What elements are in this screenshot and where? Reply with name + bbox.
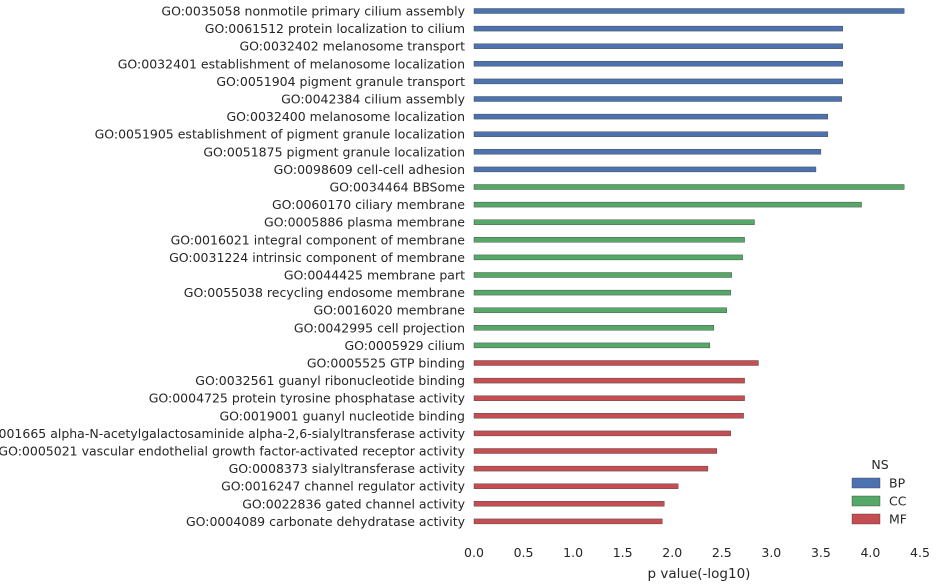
bar-mf (473, 413, 744, 419)
bar-cc (473, 325, 715, 331)
bar-bp (473, 131, 829, 137)
category-label: GO:0004089 carbonate dehydratase activit… (186, 514, 466, 529)
legend-label-mf: MF (889, 512, 907, 527)
bar-bp (473, 43, 843, 49)
category-label: GO:0004725 protein tyrosine phosphatase … (149, 391, 466, 406)
category-label: GO:0051875 pigment granule localization (203, 144, 465, 159)
bar-mf (473, 430, 731, 437)
bar-mf (473, 395, 745, 401)
legend-title: NS (871, 457, 888, 472)
category-label-group: GO:0035058 nonmotile primary cilium asse… (0, 4, 466, 529)
category-label: GO:0042995 cell projection (294, 320, 465, 335)
category-label: GO:0061512 protein localization to ciliu… (205, 21, 465, 36)
x-tick-label: 1.5 (613, 545, 633, 560)
bar-cc (473, 184, 905, 190)
x-tick-group: 0.0 0.5 1.0 1.5 2.0 2.5 3.0 3.5 4.0 4.5 (464, 545, 930, 560)
category-label: GO:0016247 channel regulator activity (221, 479, 465, 494)
category-label: GO:0005886 plasma membrane (264, 215, 465, 230)
x-tick-label: 2.5 (712, 545, 732, 560)
bar-cc (473, 342, 711, 349)
bar-bp (473, 61, 843, 67)
category-label: GO:0016020 membrane (313, 303, 465, 318)
bar-mf (473, 360, 759, 366)
bar-cc (473, 237, 745, 243)
bar-cc (473, 254, 743, 261)
legend-swatch-cc (851, 495, 881, 507)
legend-label-bp: BP (889, 476, 906, 491)
bar-mf (473, 483, 679, 489)
category-label: GO:0032400 melanosome localization (227, 109, 466, 124)
bar-mf (473, 501, 665, 507)
legend: NS BP CC MF (851, 457, 907, 527)
category-label: GO:0032402 melanosome transport (240, 39, 466, 54)
category-label: GO:0008373 sialyltransferase activity (229, 461, 466, 476)
bar-mf (473, 377, 745, 384)
bar-bp (473, 96, 842, 102)
bar-mf (473, 465, 709, 472)
bar-bp (473, 25, 843, 32)
category-label: GO:0060170 ciliary membrane (272, 197, 465, 212)
category-label: GO:0005525 GTP binding (307, 356, 465, 371)
category-label: GO:0044425 membrane part (284, 268, 465, 283)
category-label: GO:0035058 nonmotile primary cilium asse… (161, 4, 465, 19)
category-label: GO:0051905 establishment of pigment gran… (95, 127, 465, 142)
category-label: GO:0042384 cilium assembly (281, 92, 465, 107)
category-label: GO:0034464 BBSome (329, 180, 465, 195)
category-label: GO:0098609 cell-cell adhesion (274, 162, 465, 177)
x-tick-label: 3.0 (761, 545, 781, 560)
category-label: GO:0032561 guanyl ribonucleotide binding (195, 373, 465, 388)
category-label: GO:0051904 pigment granule transport (216, 74, 465, 89)
category-label: GO:0005929 cilium (344, 338, 465, 353)
bar-cc (473, 307, 727, 313)
x-tick-label: 1.0 (563, 545, 583, 560)
category-label: GO:0022836 gated channel activity (242, 496, 465, 511)
bar-bp (473, 166, 817, 173)
bar-cc (473, 272, 732, 278)
category-label: GO:0019001 guanyl nucleotide binding (219, 408, 465, 423)
category-label: GO:0031224 intrinsic component of membra… (169, 250, 465, 265)
bar-mf (473, 518, 663, 525)
category-label: GO:0001665 alpha-N-acetylgalactosaminide… (0, 426, 466, 441)
category-label: GO:0016021 integral component of membran… (171, 232, 466, 247)
category-label: GO:0055038 recycling endosome membrane (184, 285, 466, 300)
bar-cc (473, 201, 862, 208)
bar-bp (473, 8, 905, 14)
x-tick-label: 3.5 (811, 545, 831, 560)
category-label: GO:0005021 vascular endothelial growth f… (0, 444, 466, 459)
x-tick-label: 2.0 (662, 545, 682, 560)
bar-bp (473, 149, 822, 155)
x-tick-label: 4.5 (910, 545, 930, 560)
bar-cc (473, 219, 755, 225)
legend-items: BP CC MF (851, 476, 907, 527)
x-axis-title: p value(-log10) (648, 566, 751, 582)
legend-swatch-mf (851, 513, 881, 525)
x-tick-label: 4.0 (860, 545, 880, 560)
category-label: GO:0032401 establishment of melanosome l… (118, 56, 465, 71)
bar-mf (473, 448, 718, 454)
bar-group (473, 8, 905, 525)
legend-label-cc: CC (889, 494, 907, 509)
bar-bp (473, 78, 843, 85)
legend-swatch-bp (851, 477, 881, 489)
x-tick-label: 0.5 (514, 545, 534, 560)
bar-bp (473, 113, 829, 120)
x-tick-label: 0.0 (464, 545, 484, 560)
bar-cc (473, 289, 731, 296)
